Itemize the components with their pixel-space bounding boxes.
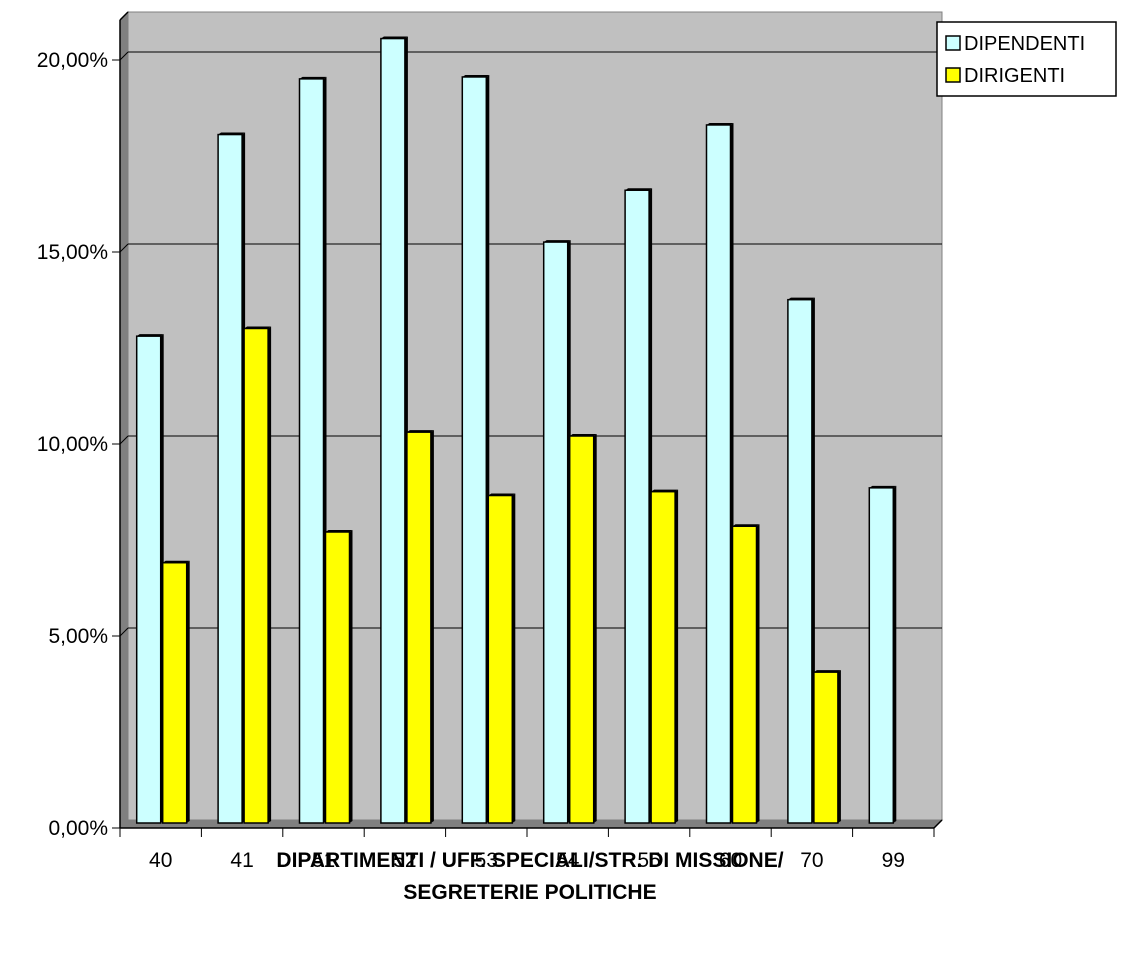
x-tick-label: 52 [393, 849, 416, 872]
x-tick-label: 41 [230, 849, 253, 872]
bar-face [487, 494, 514, 824]
bar-dipendenti-70 [787, 297, 815, 824]
legend-swatch-dirigenti [945, 67, 961, 83]
bar-dirigenti-53 [487, 493, 516, 824]
legend-label-dirigenti: DIRIGENTI [964, 65, 1065, 87]
bar-dipendenti-55 [624, 188, 653, 824]
bar-face [406, 431, 432, 824]
y-tick-label: 5,00% [48, 625, 108, 648]
gridline-diagonal [119, 51, 129, 61]
legend-label-dipendenti: DIPENDENTI [964, 33, 1085, 55]
bar-face [787, 298, 813, 824]
bar-dirigenti-41 [243, 326, 272, 824]
bar-face [243, 327, 269, 824]
bar-face [705, 124, 732, 824]
bar-dirigenti-54 [568, 434, 597, 824]
bar-dirigenti-55 [650, 489, 679, 824]
legend-box [936, 21, 1117, 97]
bar-face [461, 76, 488, 824]
bar-dirigenti-51 [324, 530, 353, 824]
legend: DIPENDENTI DIRIGENTI [936, 21, 1117, 97]
y-axis-top-diagonal [119, 11, 129, 21]
bar-face [650, 490, 676, 824]
legend-swatch-dipendenti [945, 35, 961, 51]
bar-face [135, 335, 162, 824]
bar-face [161, 561, 188, 824]
x-tick-label: 54 [556, 849, 580, 872]
bar-dipendenti-51 [298, 76, 327, 824]
bar-face [380, 37, 406, 824]
bar-face [813, 671, 839, 824]
y-tick-label: 10,00% [37, 433, 108, 456]
bars [135, 36, 897, 824]
x-tick-label: 99 [882, 849, 905, 872]
x-tick-label: 60 [719, 849, 742, 872]
x-tick-label: 55 [637, 849, 660, 872]
gridline-diagonal [119, 243, 129, 253]
bar-face [324, 531, 351, 824]
bar-dipendenti-53 [461, 74, 490, 824]
side-wall [119, 10, 129, 830]
x-tick-labels: 40 41 51 52 53 54 55 60 70 99 [119, 828, 935, 872]
bar-face [868, 487, 895, 824]
y-tick-label: 0,00% [48, 817, 108, 840]
x-tick-label: 70 [800, 849, 823, 872]
y-tick-labels: 0,00% 5,00% 10,00% 15,00% 20,00% [37, 49, 120, 840]
bar-dipendenti-40 [135, 334, 164, 824]
x-tick-label: 51 [312, 849, 335, 872]
x-tick-label: 53 [475, 849, 498, 872]
x-axis-title-line-2: SEGRETERIE POLITICHE [403, 881, 656, 904]
x-axis-end-diagonal [933, 819, 943, 829]
gridline-diagonal [119, 435, 129, 445]
gridline-diagonal [119, 627, 129, 637]
bar-dipendenti-52 [380, 36, 408, 824]
bar-dipendenti-60 [705, 122, 734, 824]
bar-face [624, 189, 650, 824]
x-axis-title-line-1: DIPARTIMENTI / UFF. SPECIALI/STR. DI MIS… [276, 849, 783, 872]
bar-face [542, 241, 569, 824]
bar-face [731, 525, 758, 824]
bar-dirigenti-52 [406, 430, 434, 824]
bar-face [568, 435, 595, 824]
y-tick-label: 15,00% [37, 241, 108, 264]
bar-face [217, 133, 243, 824]
bar-face [298, 78, 325, 824]
bar-dipendenti-41 [217, 132, 246, 824]
bar-dirigenti-70 [813, 670, 841, 824]
bar-dipendenti-99 [868, 485, 897, 824]
y-tick-label: 20,00% [37, 49, 108, 72]
bar-dipendenti-54 [542, 240, 571, 824]
bar-dirigenti-60 [731, 524, 760, 824]
x-tick-label: 40 [149, 849, 172, 872]
bar-dirigenti-40 [161, 560, 190, 824]
